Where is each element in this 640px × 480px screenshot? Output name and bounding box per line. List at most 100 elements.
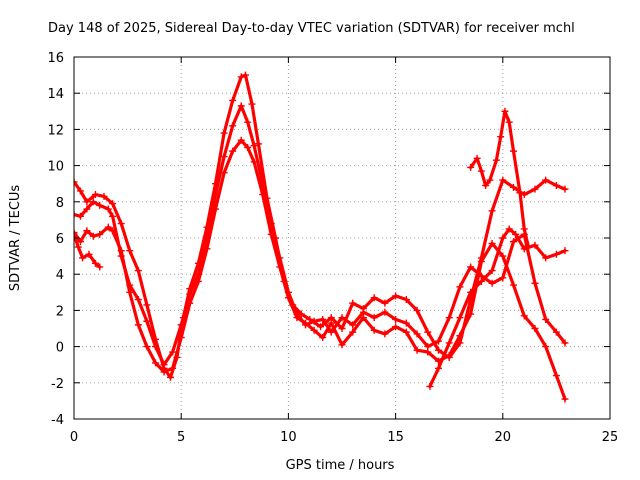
- grid: [74, 57, 610, 419]
- data-point-marker: [488, 239, 496, 247]
- data-point-marker: [552, 328, 560, 336]
- x-tick-label: 15: [387, 430, 404, 445]
- data-point-marker: [561, 339, 569, 347]
- data-point-marker: [510, 281, 518, 289]
- data-point-marker: [104, 223, 112, 231]
- data-point-marker: [381, 299, 389, 307]
- data-point-marker: [499, 274, 507, 282]
- y-tick-label: 16: [47, 51, 64, 66]
- data-point-marker: [242, 71, 250, 79]
- y-axis-ticks: -4 -2 0 2 4 6 8 10 12 14 16: [47, 51, 610, 428]
- data-point-marker: [104, 205, 112, 213]
- data-point-marker: [392, 323, 400, 331]
- data-point-marker: [338, 341, 346, 349]
- data-point-marker: [91, 191, 99, 199]
- data-point-marker: [525, 243, 533, 251]
- data-point-marker: [151, 343, 159, 351]
- data-point-marker: [456, 283, 464, 291]
- data-point-marker: [488, 279, 496, 287]
- y-axis-label: SDTVAR / TECUs: [8, 185, 23, 292]
- x-axis-label: GPS time / hours: [286, 458, 395, 473]
- data-point-marker: [319, 315, 327, 323]
- data-point-marker: [510, 147, 518, 155]
- series-line: [428, 227, 567, 388]
- data-point-marker: [467, 163, 475, 171]
- data-point-marker: [293, 314, 301, 322]
- data-point-marker: [488, 207, 496, 215]
- x-tick-label: 0: [70, 430, 78, 445]
- data-point-marker: [531, 279, 539, 287]
- data-point-marker: [424, 328, 432, 336]
- data-point-marker: [143, 343, 151, 351]
- data-point-marker: [177, 334, 185, 342]
- data-point-marker: [194, 277, 202, 285]
- data-point-marker: [327, 328, 335, 336]
- data-point-marker: [520, 245, 528, 253]
- data-point-marker: [520, 191, 528, 199]
- data-point-marker: [561, 395, 569, 403]
- data-point-marker: [244, 118, 252, 126]
- data-point-marker: [477, 167, 485, 175]
- data-point-marker: [244, 144, 252, 151]
- data-point-marker: [134, 321, 142, 329]
- data-point-marker: [126, 247, 134, 255]
- data-point-marker: [505, 225, 513, 233]
- data-point-marker: [229, 147, 237, 155]
- series-trace-5: [426, 225, 569, 390]
- data-point-marker: [310, 326, 318, 334]
- series-trace-4: [74, 230, 104, 271]
- data-point-marker: [473, 154, 481, 162]
- data-point-marker: [169, 348, 177, 356]
- data-point-marker: [488, 267, 496, 275]
- y-tick-label: 8: [56, 196, 64, 211]
- data-point-marker: [83, 227, 91, 235]
- data-point-marker: [531, 325, 539, 332]
- y-tick-label: 14: [47, 87, 64, 102]
- x-tick-label: 5: [177, 430, 185, 445]
- series-line: [74, 73, 567, 379]
- x-axis-ticks: 0 5 10 15 20 25: [70, 57, 618, 445]
- data-point-marker: [100, 192, 108, 200]
- chart-title: Day 148 of 2025, Sidereal Day-to-day VTE…: [48, 21, 575, 36]
- data-point-marker: [561, 247, 569, 255]
- data-point-marker: [284, 294, 292, 302]
- data-point-marker: [499, 234, 507, 242]
- data-point-marker: [250, 142, 258, 150]
- data-point-marker: [250, 158, 258, 166]
- series-trace-2: [74, 102, 569, 369]
- data-point-marker: [499, 252, 507, 260]
- data-point-marker: [83, 198, 91, 206]
- series-trace-3: [74, 136, 569, 403]
- x-tick-label: 25: [602, 430, 619, 445]
- data-point-marker: [542, 315, 550, 323]
- data-point-marker: [467, 310, 475, 318]
- data-point-marker: [134, 267, 142, 275]
- data-point-marker: [370, 294, 378, 302]
- y-tick-label: -2: [51, 377, 64, 392]
- data-point-marker: [413, 330, 421, 338]
- data-point-marker: [499, 176, 507, 184]
- data-point-marker: [516, 189, 524, 197]
- data-point-marker: [134, 296, 142, 304]
- data-point-marker: [349, 328, 357, 336]
- data-point-marker: [392, 292, 400, 300]
- data-point-marker: [166, 373, 174, 381]
- data-point-marker: [552, 372, 560, 380]
- data-point-marker: [160, 368, 168, 376]
- data-point-marker: [220, 129, 228, 137]
- data-point-marker: [117, 247, 125, 255]
- data-point-marker: [319, 334, 327, 342]
- data-point-marker: [445, 314, 453, 322]
- data-point-marker: [83, 205, 91, 213]
- data-point-marker: [248, 100, 256, 108]
- data-point-marker: [310, 317, 318, 325]
- data-point-marker: [467, 263, 475, 271]
- data-point-marker: [445, 352, 453, 360]
- data-point-marker: [126, 288, 134, 296]
- data-point-marker: [413, 306, 421, 314]
- data-point-marker: [89, 198, 97, 206]
- data-point-marker: [151, 359, 159, 367]
- data-point-marker: [370, 326, 378, 334]
- data-point-marker: [456, 332, 464, 340]
